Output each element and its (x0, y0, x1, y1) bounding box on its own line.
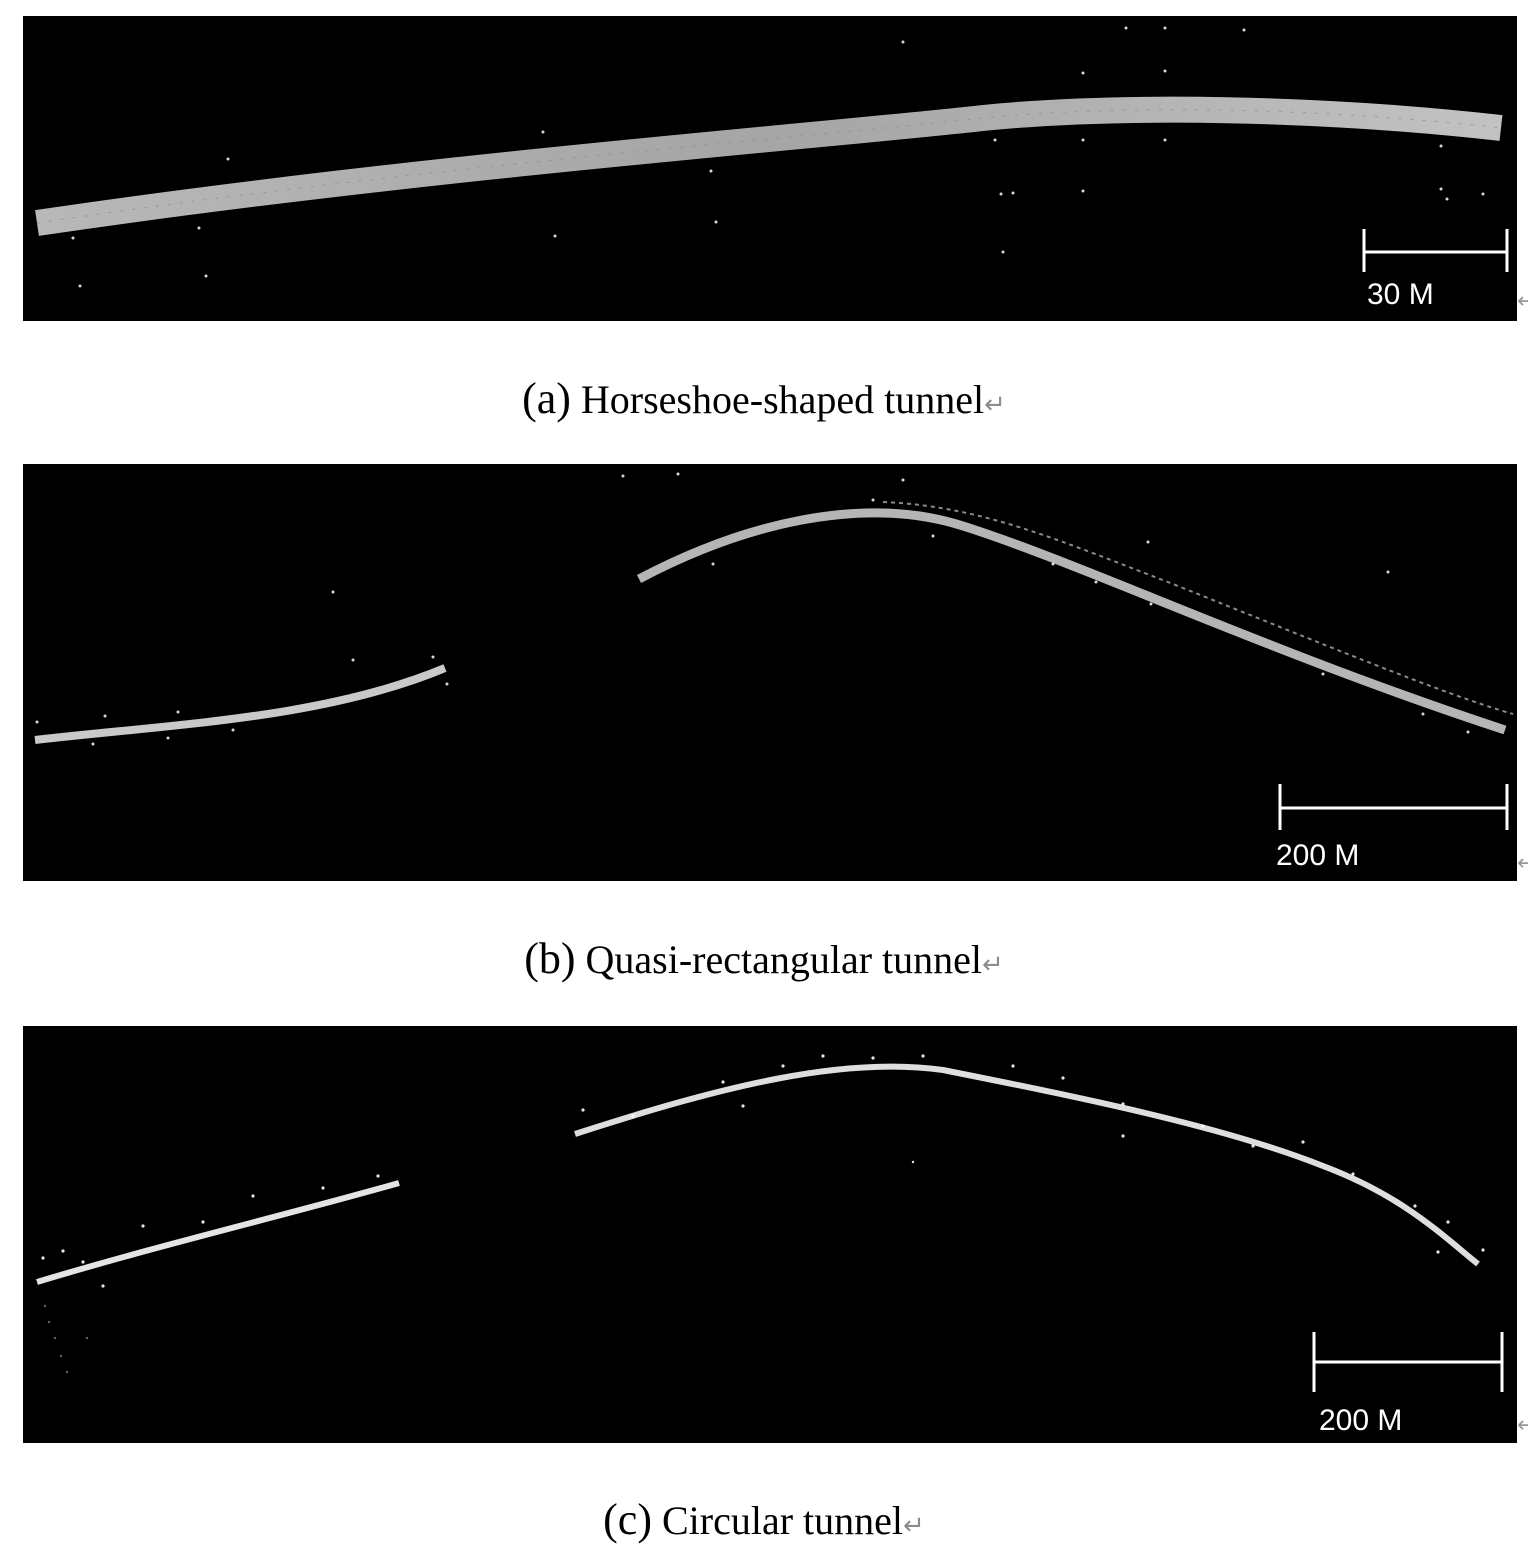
caption-a: (a) Horseshoe-shaped tunnel↵ (0, 377, 1528, 421)
circular-tunnel-render (36, 1054, 1504, 1392)
tunnel-band (35, 96, 1503, 236)
noise-points (41, 1054, 1485, 1288)
caption-b: (b) Quasi-rectangular tunnel↵ (0, 937, 1528, 981)
tunnel-segment-right (574, 1063, 1480, 1267)
noise-points (35, 472, 1470, 746)
quasi-rectangular-tunnel-point-cloud-image: 200 M (23, 464, 1517, 881)
scale-bar-b (1278, 784, 1509, 830)
tunnel-segment-right (636, 508, 1507, 735)
caption-c: (c) Circular tunnel↵ (0, 1498, 1528, 1542)
caption-letter: (a) (522, 374, 571, 423)
return-symbol: ↵ (984, 390, 1006, 420)
noise-points (71, 26, 1485, 288)
caption-text: Horseshoe-shaped tunnel (580, 377, 985, 422)
horseshoe-tunnel-point-cloud-image: 30 M (23, 16, 1517, 321)
caption-text: Circular tunnel (662, 1498, 904, 1543)
faint-points (43, 1304, 89, 1374)
edge-mark-c: ↵ (1517, 1414, 1528, 1438)
return-symbol: ↵ (903, 1511, 925, 1541)
scale-bar-c (1312, 1332, 1504, 1392)
horseshoe-tunnel-render (35, 26, 1509, 288)
scale-bar-label: 200 M (1276, 839, 1360, 872)
tunnel-segment-left (34, 664, 447, 744)
quasi-rectangular-tunnel-render (34, 472, 1514, 830)
circular-tunnel-point-cloud-image: 200 M (23, 1026, 1517, 1443)
edge-mark-b: ↵ (1517, 852, 1528, 876)
edge-mark-a: ↵ (1517, 290, 1528, 314)
caption-text: Quasi-rectangular tunnel (585, 937, 983, 982)
caption-letter: (b) (524, 934, 576, 983)
scale-bar-label: 30 M (1367, 278, 1434, 311)
scale-bar-label: 200 M (1319, 1404, 1403, 1437)
scale-bar-a (1362, 229, 1509, 272)
caption-letter: (c) (603, 1495, 652, 1544)
tunnel-segment-left (36, 1180, 400, 1285)
return-symbol: ↵ (982, 950, 1004, 980)
